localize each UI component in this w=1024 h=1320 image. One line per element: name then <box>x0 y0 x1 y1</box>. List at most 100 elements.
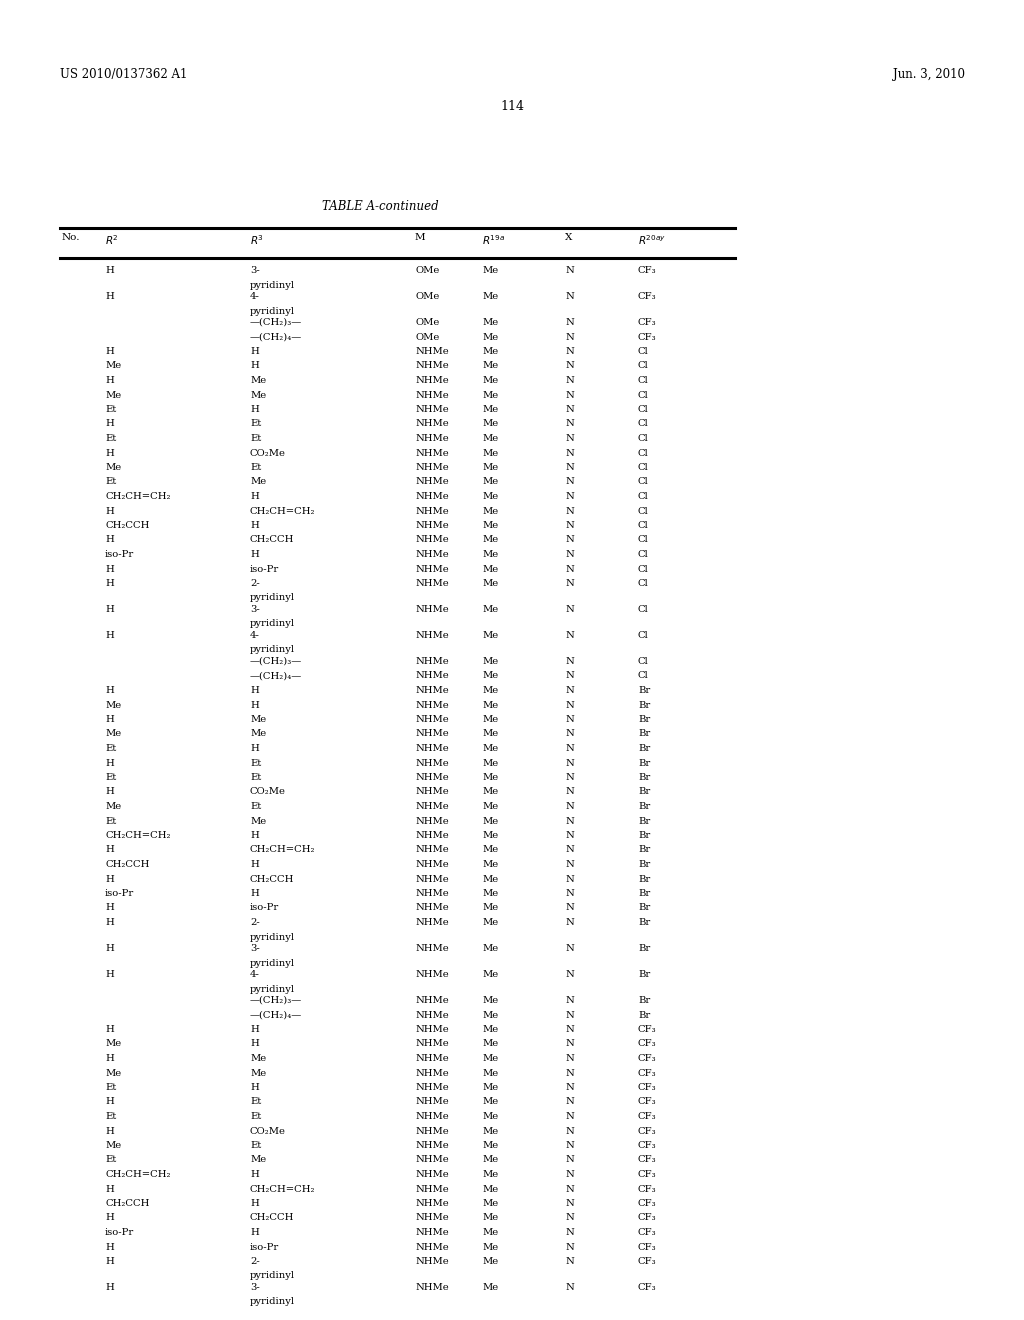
Text: Et: Et <box>250 420 261 429</box>
Text: N: N <box>565 997 573 1005</box>
Text: N: N <box>565 1242 573 1251</box>
Text: Me: Me <box>482 832 499 840</box>
Text: CF₃: CF₃ <box>638 292 656 301</box>
Text: OMe: OMe <box>415 318 439 327</box>
Text: H: H <box>105 507 114 516</box>
Text: H: H <box>105 631 114 640</box>
Text: CH₂CCH: CH₂CCH <box>250 874 294 883</box>
Text: Br: Br <box>638 715 650 723</box>
Text: N: N <box>565 686 573 696</box>
Text: Me: Me <box>482 759 499 767</box>
Text: Et: Et <box>250 774 261 781</box>
Text: Me: Me <box>482 817 499 825</box>
Text: H: H <box>105 579 114 587</box>
Text: N: N <box>565 903 573 912</box>
Text: Br: Br <box>638 701 650 710</box>
Text: CF₃: CF₃ <box>638 1199 656 1208</box>
Text: Me: Me <box>482 391 499 400</box>
Text: Me: Me <box>482 970 499 979</box>
Text: 3-: 3- <box>250 267 260 275</box>
Text: NHMe: NHMe <box>415 1257 449 1266</box>
Text: $R^{3}$: $R^{3}$ <box>250 234 264 247</box>
Text: N: N <box>565 405 573 414</box>
Text: H: H <box>250 405 259 414</box>
Text: CF₃: CF₃ <box>638 1053 656 1063</box>
Text: N: N <box>565 521 573 531</box>
Text: N: N <box>565 1170 573 1179</box>
Text: NHMe: NHMe <box>415 1199 449 1208</box>
Text: Br: Br <box>638 788 650 796</box>
Text: Br: Br <box>638 917 650 927</box>
Text: N: N <box>565 701 573 710</box>
Text: iso-Pr: iso-Pr <box>250 565 280 573</box>
Text: H: H <box>105 1283 114 1292</box>
Text: N: N <box>565 1155 573 1164</box>
Text: iso-Pr: iso-Pr <box>105 550 134 558</box>
Text: X: X <box>565 234 572 242</box>
Text: CH₂CH=CH₂: CH₂CH=CH₂ <box>250 507 315 516</box>
Text: CF₃: CF₃ <box>638 1097 656 1106</box>
Text: 114: 114 <box>500 100 524 114</box>
Text: $R^{2}$: $R^{2}$ <box>105 234 119 247</box>
Text: Et: Et <box>250 1111 261 1121</box>
Text: Me: Me <box>482 521 499 531</box>
Text: H: H <box>250 861 259 869</box>
Text: N: N <box>565 1040 573 1048</box>
Text: CH₂CH=CH₂: CH₂CH=CH₂ <box>105 1170 171 1179</box>
Text: Me: Me <box>482 846 499 854</box>
Text: Cl: Cl <box>638 449 649 458</box>
Text: 3-: 3- <box>250 944 260 953</box>
Text: H: H <box>105 347 114 356</box>
Text: Me: Me <box>250 1053 266 1063</box>
Text: Me: Me <box>482 803 499 810</box>
Text: H: H <box>105 970 114 979</box>
Text: Me: Me <box>250 1155 266 1164</box>
Text: NHMe: NHMe <box>415 1283 449 1292</box>
Text: CF₃: CF₃ <box>638 1242 656 1251</box>
Text: NHMe: NHMe <box>415 434 449 444</box>
Text: TABLE A-continued: TABLE A-continued <box>322 201 438 213</box>
Text: NHMe: NHMe <box>415 579 449 587</box>
Text: NHMe: NHMe <box>415 888 449 898</box>
Text: H: H <box>105 1126 114 1135</box>
Text: CO₂Me: CO₂Me <box>250 1126 286 1135</box>
Text: N: N <box>565 657 573 667</box>
Text: H: H <box>250 492 259 502</box>
Text: CF₃: CF₃ <box>638 1155 656 1164</box>
Text: H: H <box>105 1242 114 1251</box>
Text: H: H <box>105 536 114 544</box>
Text: Et: Et <box>105 744 117 752</box>
Text: Me: Me <box>482 1040 499 1048</box>
Text: Cl: Cl <box>638 478 649 487</box>
Text: N: N <box>565 744 573 752</box>
Text: pyridinyl: pyridinyl <box>250 958 295 968</box>
Text: CF₃: CF₃ <box>638 1082 656 1092</box>
Text: iso-Pr: iso-Pr <box>105 1228 134 1237</box>
Text: Cl: Cl <box>638 420 649 429</box>
Text: H: H <box>250 832 259 840</box>
Text: CO₂Me: CO₂Me <box>250 449 286 458</box>
Text: N: N <box>565 1126 573 1135</box>
Text: Me: Me <box>482 550 499 558</box>
Text: N: N <box>565 917 573 927</box>
Text: N: N <box>565 1053 573 1063</box>
Text: Br: Br <box>638 803 650 810</box>
Text: 2-: 2- <box>250 917 260 927</box>
Text: CF₃: CF₃ <box>638 318 656 327</box>
Text: N: N <box>565 333 573 342</box>
Text: N: N <box>565 672 573 681</box>
Text: N: N <box>565 730 573 738</box>
Text: Me: Me <box>105 391 121 400</box>
Text: Me: Me <box>250 1068 266 1077</box>
Text: —(CH₂)₄—: —(CH₂)₄— <box>250 333 302 342</box>
Text: Cl: Cl <box>638 672 649 681</box>
Text: N: N <box>565 1257 573 1266</box>
Text: N: N <box>565 1068 573 1077</box>
Text: H: H <box>105 449 114 458</box>
Text: Cl: Cl <box>638 631 649 640</box>
Text: N: N <box>565 347 573 356</box>
Text: N: N <box>565 1184 573 1193</box>
Text: CF₃: CF₃ <box>638 1213 656 1222</box>
Text: pyridinyl: pyridinyl <box>250 1298 295 1307</box>
Text: H: H <box>250 744 259 752</box>
